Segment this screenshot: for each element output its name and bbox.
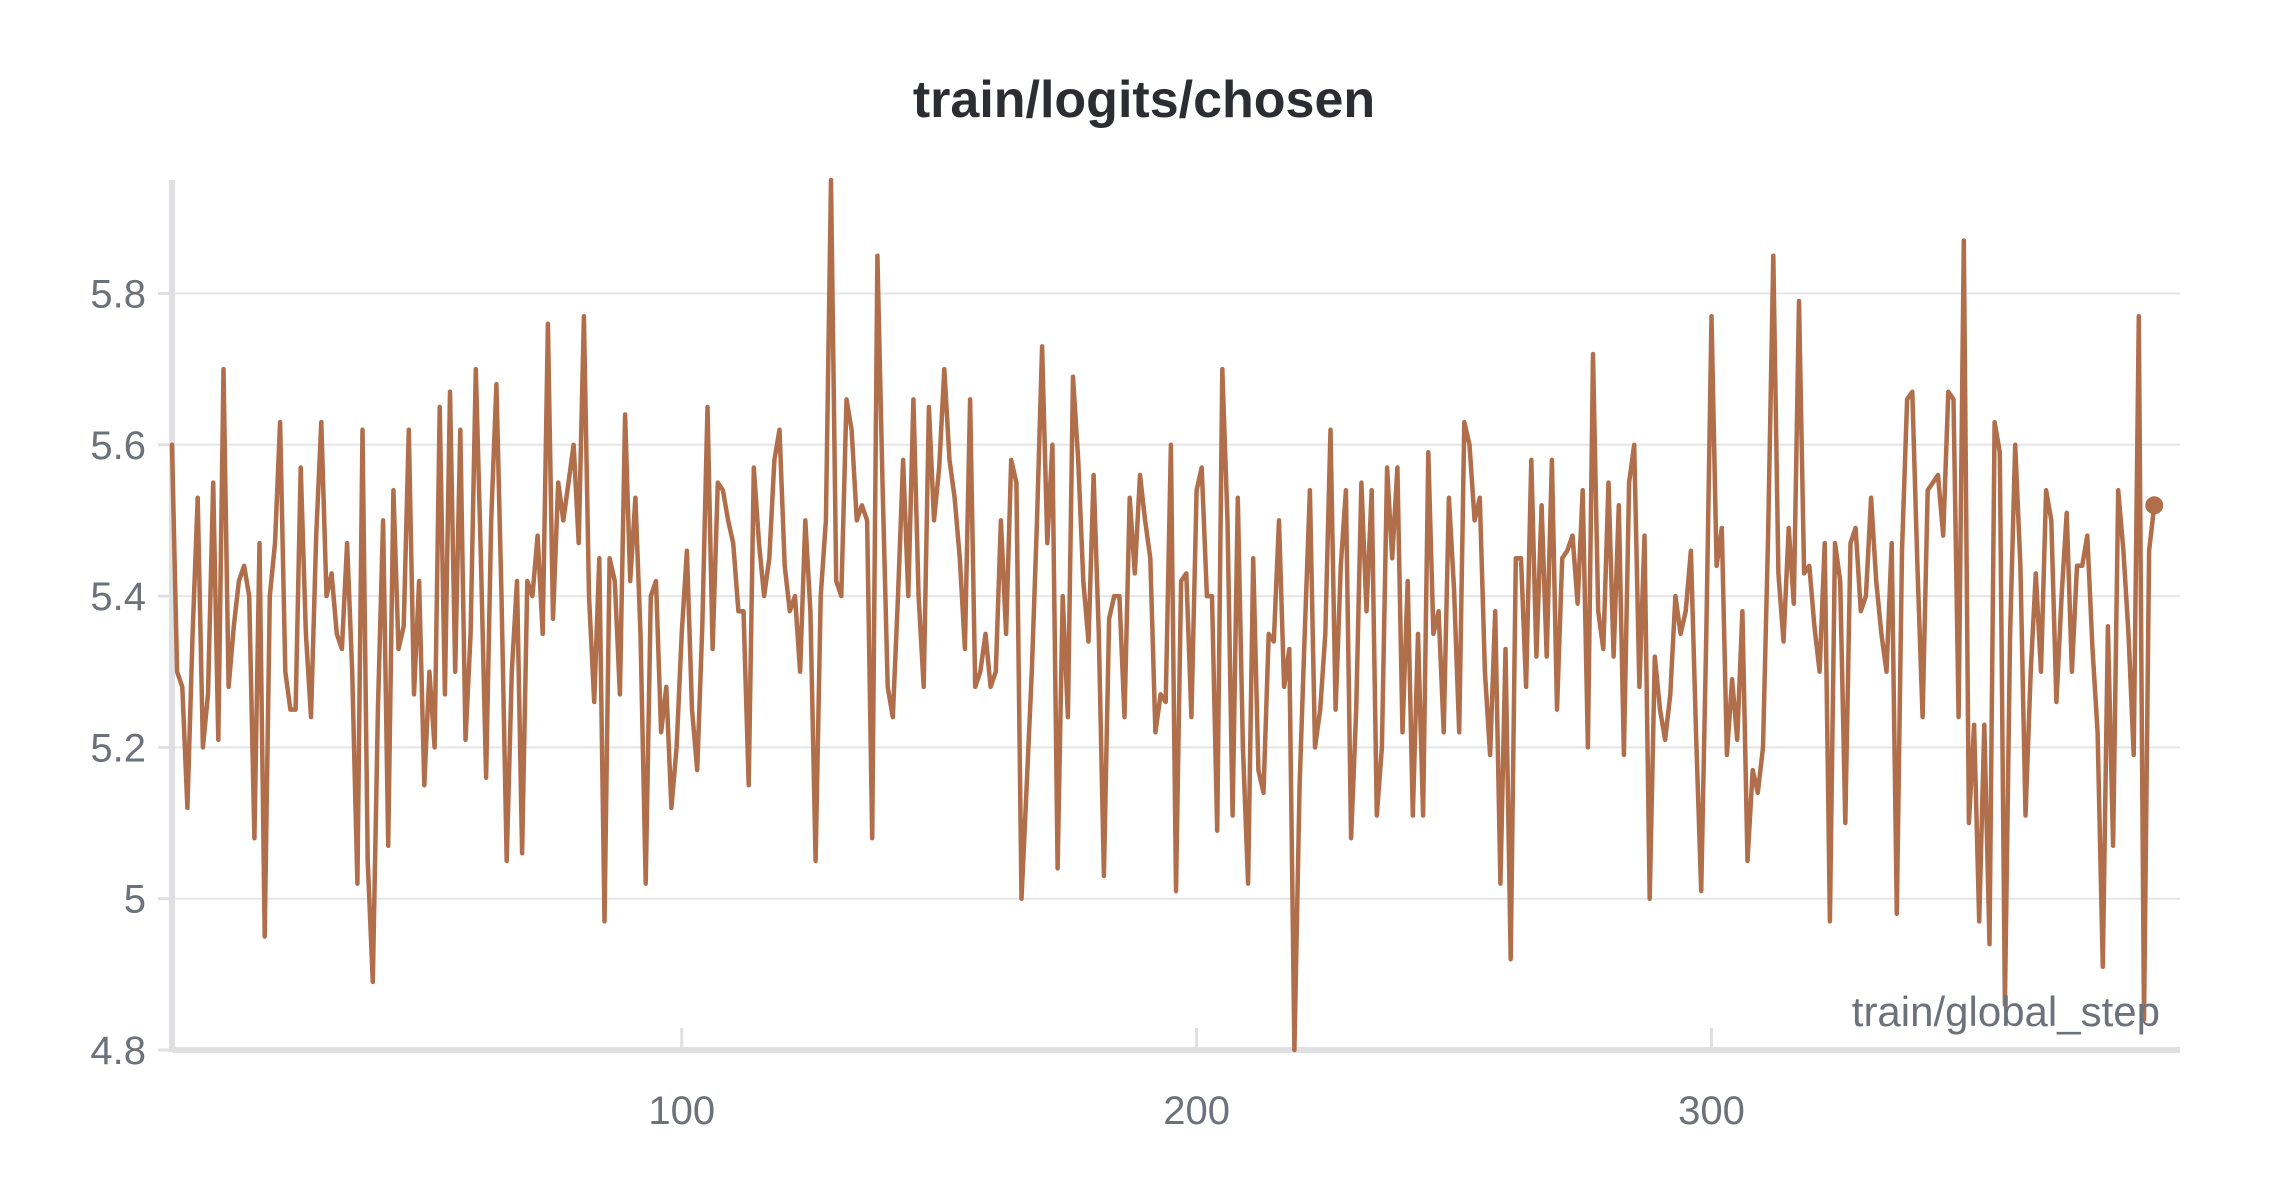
x-tick-label: 200	[1163, 1089, 1230, 1133]
series-layer	[169, 177, 2164, 1053]
chart-title: train/logits/chosen	[913, 71, 1375, 129]
x-axis-label: train/global_step	[1852, 988, 2160, 1035]
x-tick-label: 300	[1678, 1089, 1745, 1133]
axis-layer: 4.8 5 5.2 5.4 5.6 5.8 100 200 300	[90, 180, 2180, 1133]
series-line	[169, 177, 2157, 1053]
series-last-point	[2145, 496, 2164, 515]
y-tick-label: 5	[124, 878, 146, 922]
x-tick-label: 100	[648, 1089, 715, 1133]
y-tick-label: 5.8	[90, 272, 146, 316]
y-tick-label: 5.2	[90, 726, 146, 770]
y-tick-label: 5.4	[90, 575, 146, 619]
y-tick-label: 5.6	[90, 424, 146, 468]
y-tick-label: 4.8	[90, 1029, 146, 1073]
